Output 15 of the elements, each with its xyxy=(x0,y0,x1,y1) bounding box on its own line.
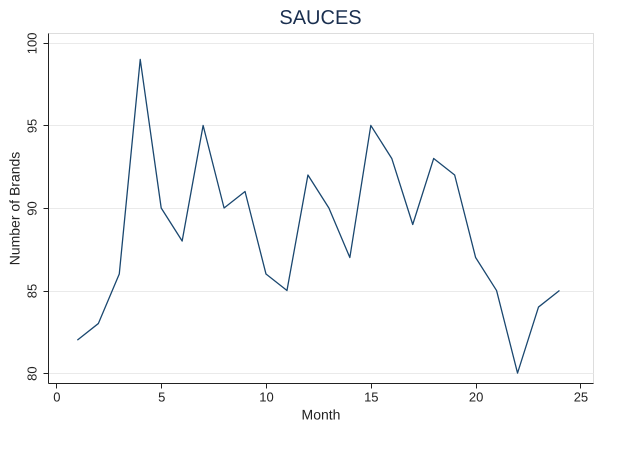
x-tick-label: 10 xyxy=(259,390,274,404)
x-tick-label: 5 xyxy=(158,390,166,404)
y-tick-label: 95 xyxy=(24,118,40,134)
y-tick-label: 100 xyxy=(24,32,40,54)
y-axis-title: Number of Brands xyxy=(6,152,22,266)
y-tick-label: 90 xyxy=(24,201,40,216)
y-tick-label: 85 xyxy=(24,284,40,298)
x-axis-title: Month xyxy=(302,406,340,422)
y-tick-label: 80 xyxy=(24,366,40,381)
x-tick-label: 25 xyxy=(574,390,588,404)
x-tick-label: 20 xyxy=(468,390,484,404)
x-tick-label: 0 xyxy=(53,390,60,404)
line-series xyxy=(76,58,560,374)
x-tick-label: 15 xyxy=(364,390,379,404)
chart-title: SAUCES xyxy=(279,7,362,30)
